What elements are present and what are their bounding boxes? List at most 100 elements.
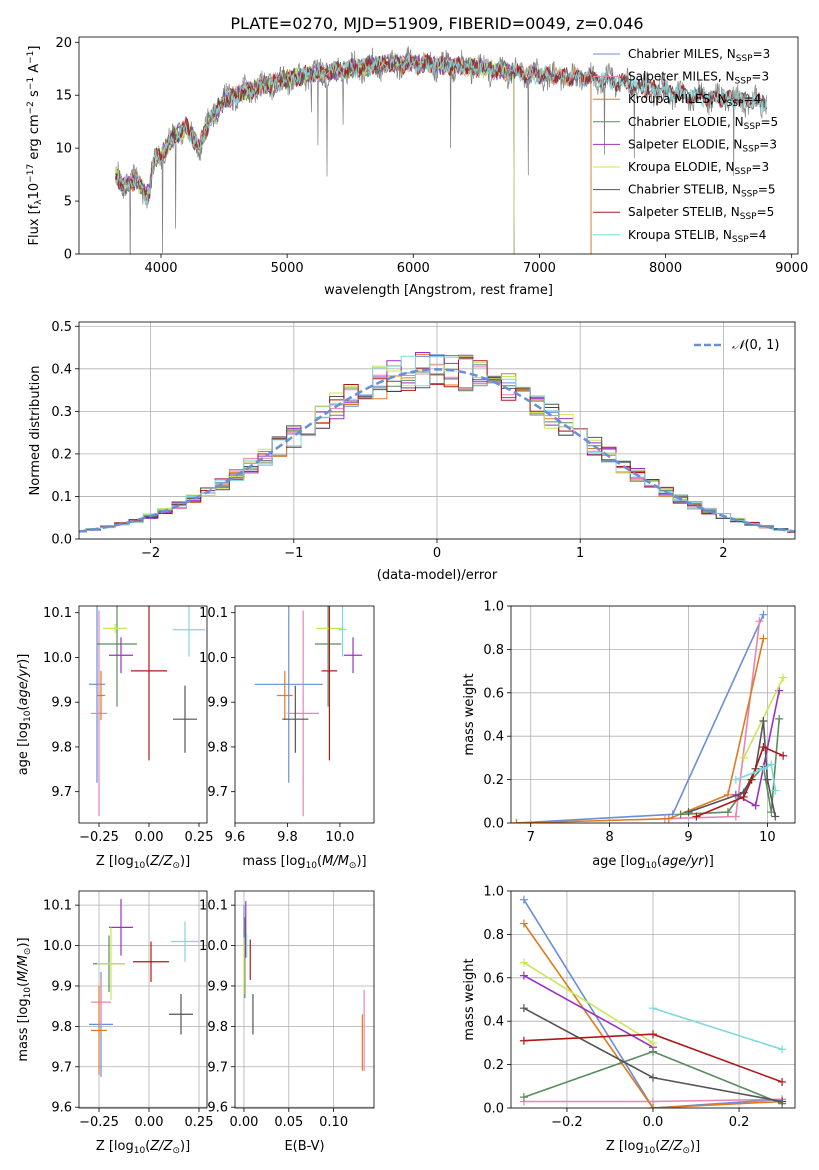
y-tick-label: 0.8 (483, 643, 504, 658)
data-point (751, 801, 760, 810)
label-part: 10 (645, 861, 657, 871)
legend-entry: Kroupa MILES, NSSP=4 (628, 92, 761, 109)
axes-frame (78, 605, 208, 824)
label-part: =4 (749, 228, 767, 242)
axes-frame (510, 890, 796, 1109)
model-spectrum-kroupa-miles (115, 53, 592, 254)
label-part: =3 (759, 137, 777, 151)
series-kroupa-stelib (735, 763, 777, 791)
label-part: )] (16, 654, 31, 664)
label-part: M/M (16, 955, 31, 982)
x-tick-label: 0.10 (319, 1115, 348, 1130)
y-tick-label: 9.8 (207, 740, 228, 755)
y-tick-label: 10 (55, 142, 72, 157)
label-part: 10 (306, 861, 318, 871)
y-tick-label: 1.0 (483, 600, 504, 615)
y-tick-label: 10.1 (43, 606, 72, 621)
data-point (778, 1045, 787, 1054)
x-axis-label: age [log10(age/yr)] (592, 854, 714, 871)
y-tick-label: 9.7 (51, 785, 72, 800)
label-part: Salpeter MILES, N (628, 70, 735, 84)
errorbar-chabrier-elodie (97, 606, 137, 707)
plot-area (512, 610, 788, 823)
y-tick-label: 9.6 (51, 1101, 72, 1116)
label-part: SSP (741, 190, 758, 200)
legend-entry: Chabrier ELODIE, NSSP=5 (628, 115, 778, 132)
label-part: 10 (27, 183, 42, 200)
axes-frame (234, 890, 375, 1109)
x-tick-label: 5000 (271, 261, 304, 276)
label-part: ⊙ (172, 861, 180, 871)
errorbar-kroupa-miles (276, 670, 293, 721)
label-part: ( (317, 854, 322, 869)
label-part: )] (180, 854, 190, 869)
label-part: M/M (322, 854, 349, 869)
label-part: Z/Z (149, 1139, 173, 1154)
y-tick-label: 0.0 (51, 533, 72, 548)
label-part: ] (27, 46, 42, 51)
label-part: Z/Z (659, 1139, 683, 1154)
y-tick-label: 0.5 (51, 320, 72, 335)
label-part: ( (657, 854, 662, 869)
errorbar-kroupa-miles (97, 670, 105, 721)
data-point (649, 1038, 657, 1047)
label-part: Flux [f (27, 204, 42, 245)
label-part: SSP (727, 99, 744, 109)
label-part: ( (655, 1139, 660, 1154)
errorbar-chabrier-miles (89, 606, 105, 783)
data-point (649, 1030, 657, 1039)
data-point (512, 819, 521, 823)
series-chabrier-miles (516, 614, 765, 823)
x-tick-label: 0.00 (135, 830, 164, 845)
label-part: =5 (758, 183, 776, 197)
y-tick-label: 1.0 (483, 885, 504, 900)
data-point (519, 1004, 528, 1013)
series-chabrier-elodie (680, 718, 780, 816)
label-part: SSP (740, 212, 757, 222)
data-point (739, 753, 748, 762)
errorbar-chabrier-stelib (169, 994, 193, 1035)
x-axis-label: Z [log10(Z/Z⊙)] (606, 1139, 700, 1156)
y-tick-label: 0.3 (51, 405, 72, 420)
errorbar-salpeter-miles (91, 610, 107, 817)
label-part: Z [log (96, 1139, 134, 1154)
y-tick-label: 20 (55, 36, 72, 51)
y-tick-label: 9.8 (207, 1020, 228, 1035)
label-part: Chabrier STELIB, N (628, 183, 741, 197)
plot-area (254, 606, 363, 817)
data-point (519, 971, 528, 980)
mass-vs-metallicity-panel: −0.25 0.00 0.259.69.79.89.910.010.1Z [log1… (16, 890, 213, 1156)
label-part: =5 (757, 205, 775, 219)
x-tick-label: 2 (719, 546, 727, 561)
data-point (723, 808, 732, 817)
x-axis-label: Z [log10(Z/Z⊙)] (96, 1139, 190, 1156)
y-tick-label: 9.9 (51, 696, 72, 711)
y-tick-label: 0.4 (51, 362, 72, 377)
y-tick-label: 10.1 (199, 606, 228, 621)
errorbar-chabrier-stelib (282, 685, 309, 753)
plot-area (89, 899, 199, 1077)
x-tick-label: 9000 (775, 261, 808, 276)
errorbar-kroupa-stelib (338, 606, 347, 657)
label-part: SSP (744, 122, 761, 132)
data-point (779, 751, 788, 760)
y-tick-label: 10.0 (43, 651, 72, 666)
plot-area (519, 895, 787, 1108)
errorbar-salpeter-elodie (109, 899, 133, 956)
x-tick-label: 0.05 (274, 1115, 303, 1130)
data-point (759, 764, 768, 773)
label-part: −1 (26, 51, 36, 64)
age-vs-mass-panel: 9.6 9.8 10.0 9.7 9.8 9.9 10.0 10.1 mass [log10(M… (199, 605, 375, 871)
y-tick-label: 0.6 (483, 971, 504, 986)
axes-frame (78, 36, 799, 255)
data-point (731, 775, 740, 784)
data-point (767, 760, 776, 769)
y-tick-label: 9.9 (207, 979, 228, 994)
errorbar-salpeter-stelib (321, 606, 338, 761)
errorbar-chabrier-elodie (314, 606, 342, 707)
legend-entry: Kroupa ELODIE, NSSP=3 (628, 160, 769, 177)
data-point (649, 1104, 657, 1108)
label-part: mass [log (242, 854, 305, 869)
y-axis-label: age [log10(age/yr)] (16, 654, 33, 776)
